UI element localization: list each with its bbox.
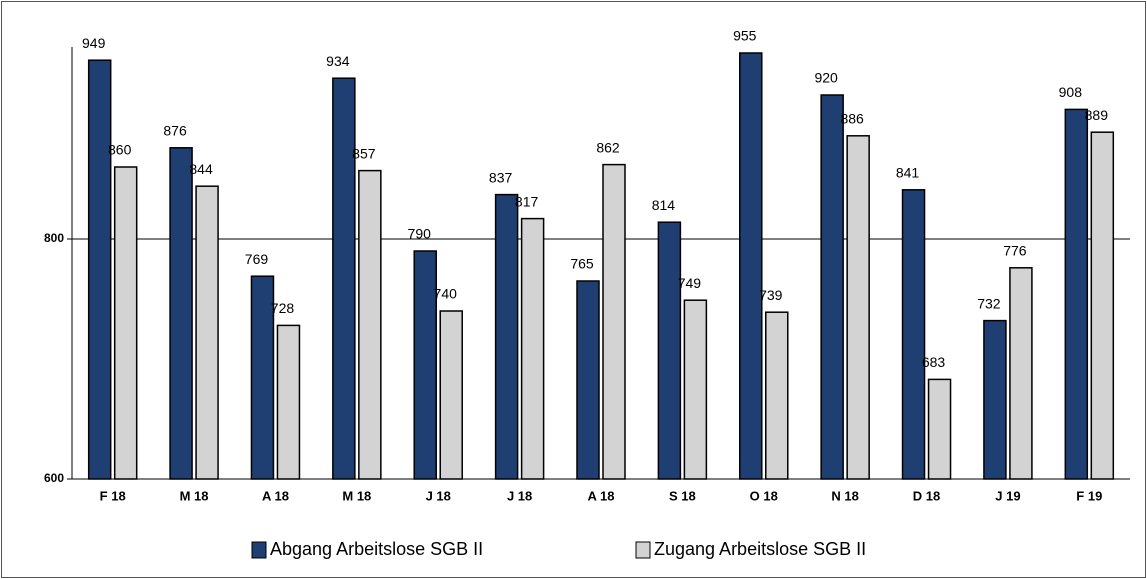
x-tick-label: A 18 [262, 488, 289, 503]
data-label: 857 [352, 145, 376, 161]
legend-label: Zugang Arbeitslose SGB II [654, 539, 866, 559]
data-label: 728 [271, 300, 295, 316]
data-label: 955 [733, 28, 757, 44]
data-label: 876 [163, 123, 187, 139]
bar [602, 163, 626, 480]
data-label: 841 [896, 165, 920, 181]
x-tick-label: M 18 [180, 488, 209, 503]
data-label: 790 [408, 226, 432, 242]
bar [439, 310, 463, 480]
data-label: 844 [189, 161, 213, 177]
bar [195, 185, 219, 480]
bar [576, 280, 600, 480]
x-tick-label: O 18 [750, 488, 778, 503]
data-label: 814 [652, 197, 676, 213]
data-label: 776 [1003, 243, 1027, 259]
legend-label: Abgang Arbeitslose SGB II [270, 539, 483, 559]
data-label: 769 [245, 251, 269, 267]
bar [1090, 131, 1115, 480]
bar [494, 193, 519, 480]
bar [169, 147, 193, 480]
x-tick-label: N 18 [831, 488, 858, 503]
bar [683, 299, 708, 480]
bar [765, 311, 789, 480]
bar [901, 189, 926, 480]
bar [87, 59, 112, 480]
bar [1064, 108, 1089, 480]
bar [820, 94, 844, 480]
y-tick-label: 800 [44, 231, 64, 245]
data-label: 886 [840, 111, 864, 127]
bar [927, 378, 952, 480]
data-label: 837 [489, 169, 513, 185]
bar [358, 169, 382, 480]
x-tick-label: D 18 [913, 488, 940, 503]
data-label: 683 [922, 354, 946, 370]
x-tick-label: F 18 [100, 488, 126, 503]
x-tick-label: S 18 [669, 488, 696, 503]
y-tick-label: 600 [44, 471, 64, 485]
bar [276, 324, 301, 480]
x-tick-label: J 18 [507, 488, 532, 503]
bar [846, 135, 870, 480]
bar [413, 250, 437, 480]
x-tick-label: J 19 [995, 488, 1020, 503]
data-label: 740 [434, 286, 458, 302]
bar [520, 217, 545, 480]
bar [1009, 267, 1033, 480]
x-tick-label: F 19 [1076, 488, 1102, 503]
data-label: 920 [814, 70, 838, 86]
bar [739, 52, 763, 480]
bar [113, 166, 138, 480]
bar [657, 221, 682, 480]
data-label: 860 [108, 142, 132, 158]
data-label: 889 [1085, 107, 1109, 123]
x-tick-label: J 18 [426, 488, 451, 503]
data-label: 765 [570, 256, 594, 272]
data-label: 739 [759, 287, 783, 303]
bar [332, 77, 356, 480]
legend-swatch [251, 541, 267, 559]
data-label: 862 [596, 139, 620, 155]
data-label: 749 [678, 275, 702, 291]
data-label: 949 [82, 35, 106, 51]
legend-swatch [635, 541, 651, 559]
bar [983, 319, 1007, 480]
data-label: 817 [515, 193, 539, 209]
data-label: 732 [977, 295, 1001, 311]
bar [250, 275, 275, 480]
data-label: 934 [326, 53, 350, 69]
data-label: 908 [1059, 84, 1083, 100]
x-tick-label: A 18 [588, 488, 615, 503]
x-tick-label: M 18 [342, 488, 371, 503]
